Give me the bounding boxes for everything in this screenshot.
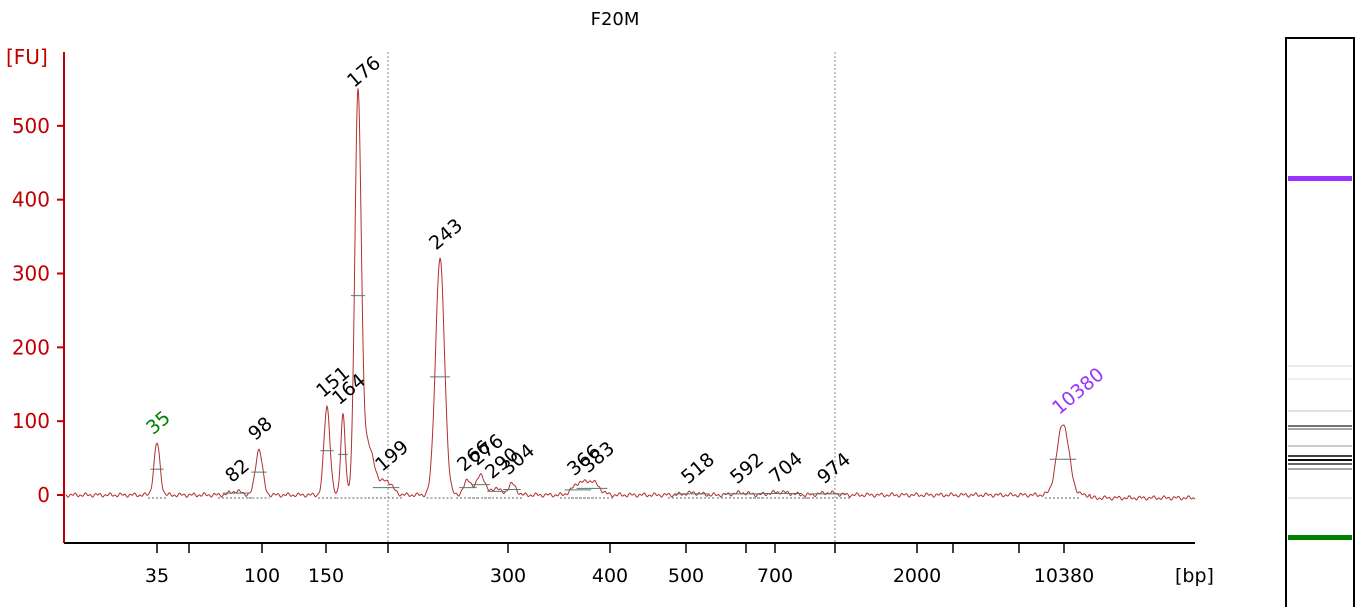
grid-lines [387,52,836,543]
y-tick-label: 500 [12,114,50,138]
gel-band-sample [1288,455,1352,457]
peak-974: 974 [804,448,855,499]
peak-164: 164 [328,369,370,499]
gel-band-sample [1288,445,1352,447]
gel-band-sample [1288,463,1352,465]
x-tick-label: 500 [668,565,704,587]
peak-label: 98 [244,413,277,445]
x-tick-label: 400 [592,565,628,587]
y-tick-label: 100 [12,409,50,433]
x-tick-label: 300 [490,565,526,587]
peak-35: 35 [142,407,175,499]
gel-band-sample [1288,425,1352,427]
peak-label: 704 [765,448,807,488]
peak-label: 176 [343,52,385,92]
peak-label: 82 [221,455,254,487]
gel-band-sample [1288,468,1352,470]
y-tick-label: 400 [12,188,50,212]
peak-592: 592 [717,448,768,499]
fluorescence-trace [65,88,1196,501]
peak-10380: 10380 [1045,364,1109,499]
peak-label: 518 [677,448,719,488]
peak-label: 10380 [1048,364,1108,420]
y-tick-label: 0 [37,483,50,507]
gel-band-sample [1288,378,1352,380]
x-tick-label: 700 [757,565,793,587]
peak-176: 176 [343,52,385,499]
gel-band-sample [1288,459,1352,461]
peak-label: 592 [726,448,768,488]
peak-label: 243 [425,214,467,254]
x-tick-label: 2000 [893,565,941,587]
y-tick-label: 200 [12,335,50,359]
peak-82: 82 [218,455,254,499]
peak-label: 35 [142,407,175,439]
peak-label: 974 [813,448,855,488]
y-axis-label: [FU] [6,45,48,69]
gel-band-sample [1288,428,1352,430]
x-ticks: 35 100 150 300 400 500 700 2000 10380 [145,543,1094,587]
gel-band-10380 [1288,176,1352,181]
peak-label: 199 [371,436,413,476]
x-tick-label: 100 [244,565,280,587]
x-axis-label: [bp] [1175,565,1214,587]
gel-lane [1285,37,1355,607]
gel-band-sample [1288,365,1352,367]
x-tick-label: 10380 [1034,565,1094,587]
gel-band-35 [1288,535,1352,540]
y-ticks: 0 100 200 300 400 500 [12,114,64,507]
gel-lane-frame [1285,37,1355,607]
x-tick-label: 150 [308,565,344,587]
peak-518: 518 [668,448,719,499]
y-tick-label: 300 [12,262,50,286]
gel-band-sample [1288,410,1352,412]
x-tick-label: 35 [145,565,169,587]
chart-title: F20M [591,9,640,30]
gel-band-sample [1288,497,1352,499]
axes [63,52,1195,544]
